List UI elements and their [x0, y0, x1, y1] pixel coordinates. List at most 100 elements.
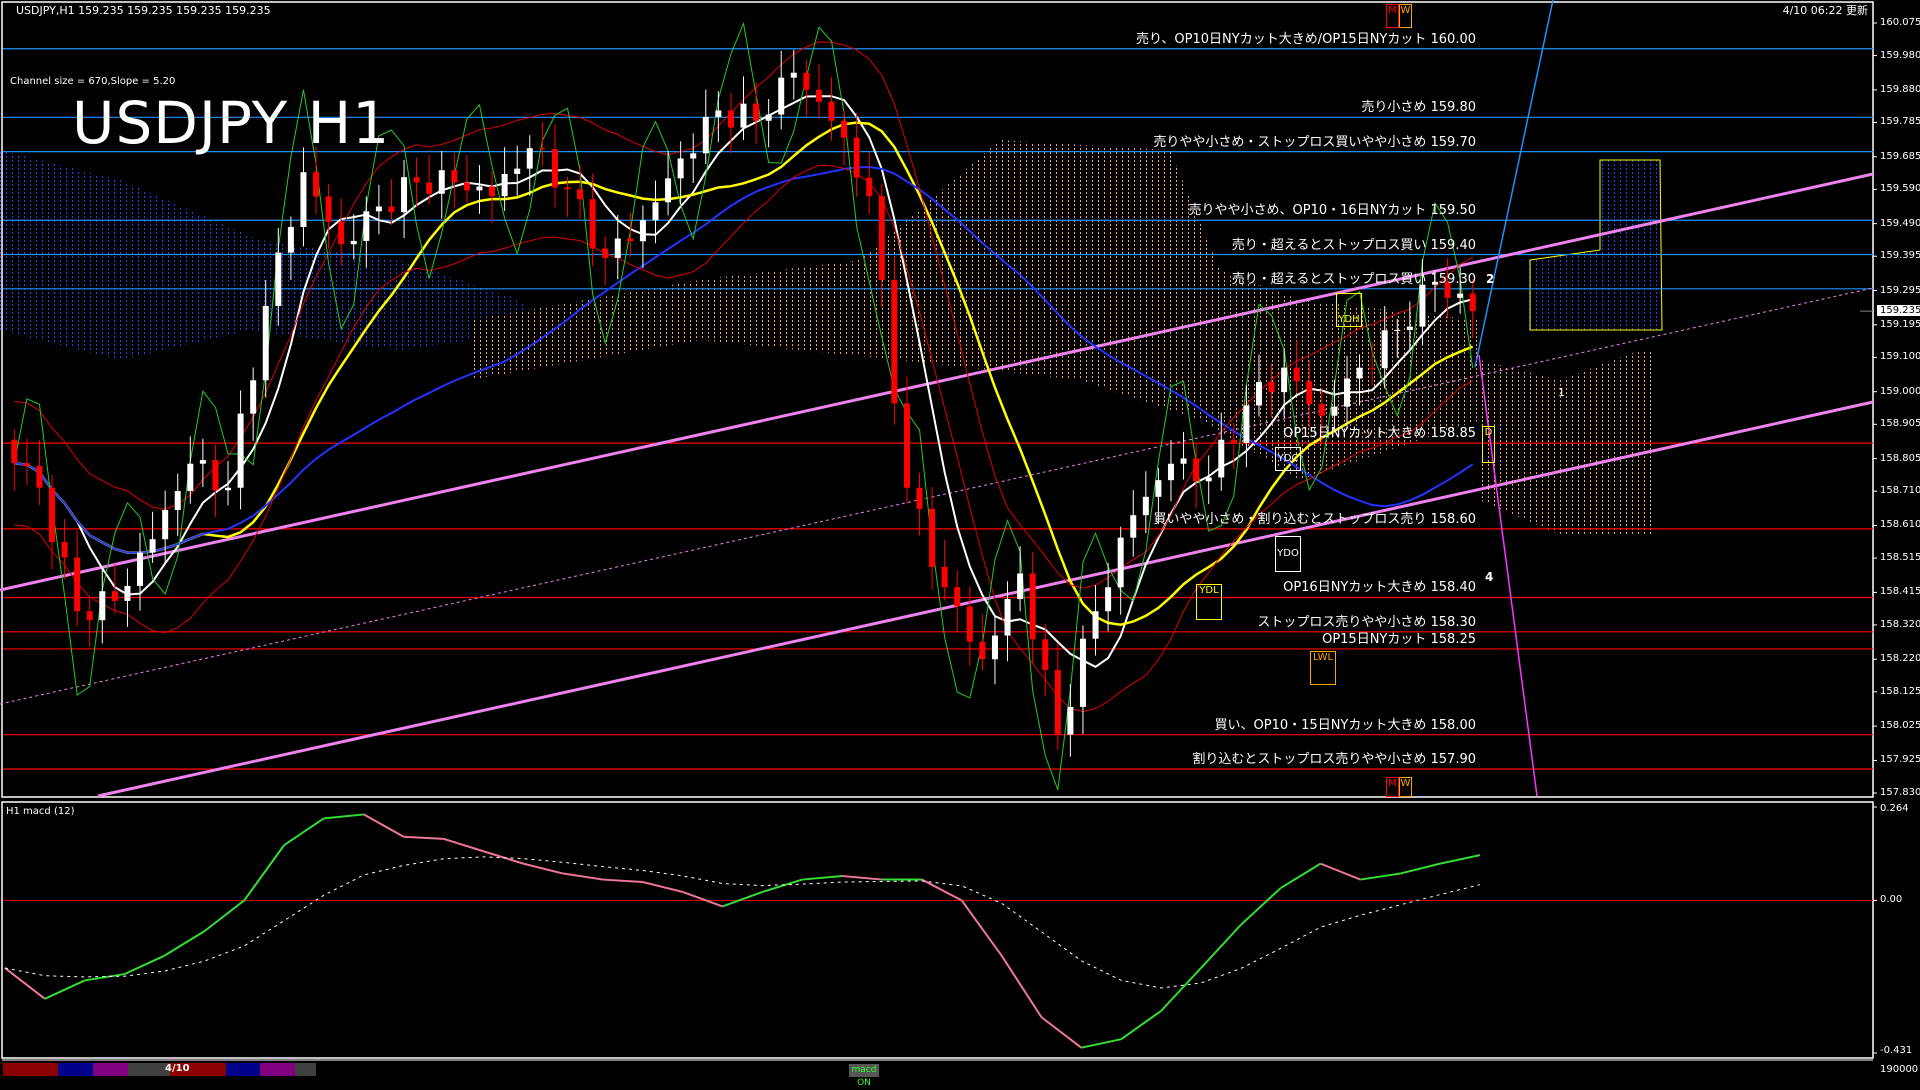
wave-label-4: 4	[1485, 570, 1494, 584]
macd-line-segment	[802, 875, 843, 881]
marker-m-top: M	[1386, 4, 1399, 28]
price-axis-tick: 159.785	[1880, 116, 1920, 128]
price-level-label: OP15日NYカット大きめ 158.85	[1283, 426, 1476, 442]
candle-body	[124, 585, 131, 601]
ichimoku-cloud-future	[1480, 350, 1653, 535]
candle-body	[715, 110, 722, 117]
price-axis-tick: 158.125	[1880, 685, 1920, 697]
status-color-segment	[3, 1063, 58, 1076]
macd-line-segment	[203, 899, 245, 933]
candle-body	[639, 220, 646, 242]
candle-body	[1054, 669, 1061, 735]
candle-body	[501, 173, 508, 197]
candle-body	[539, 148, 546, 150]
macd-title: H1 macd (12)	[6, 806, 75, 817]
macd-line-segment	[1040, 1016, 1082, 1049]
macd-line-segment	[1360, 872, 1401, 881]
bollinger-lower-line	[14, 164, 1473, 713]
candle-body	[1469, 293, 1476, 312]
candle-body	[1155, 480, 1162, 497]
candle-body	[1205, 477, 1212, 482]
price-axis-tick: 158.515	[1880, 552, 1920, 564]
price-axis-tick: 157.830	[1880, 787, 1920, 798]
price-axis-tick: 158.025	[1880, 720, 1920, 732]
candle-body	[841, 120, 848, 138]
chart-title: USDJPY H1	[72, 89, 391, 157]
candle-body	[463, 182, 470, 191]
candle-body	[614, 238, 621, 258]
candle-body	[74, 557, 81, 612]
macd-line-segment	[762, 878, 803, 893]
candle-body	[815, 89, 822, 102]
candle-body	[577, 189, 584, 200]
macd-line-segment	[960, 899, 1003, 957]
candle-body	[929, 508, 936, 567]
price-axis-tick: 158.320	[1880, 618, 1920, 630]
candle-body	[1431, 281, 1438, 285]
marker-ydl: YDL	[1196, 584, 1222, 620]
candle-body	[966, 606, 973, 642]
marker-ydh: YDH	[1336, 293, 1362, 327]
marker-m-bottom: M	[1386, 777, 1399, 797]
candle-body	[350, 240, 357, 245]
macd-line-segment	[1081, 1038, 1122, 1049]
price-level-label: 割り込むとストップロス売りやや小さめ 157.90	[1192, 751, 1476, 767]
candle-body	[866, 177, 873, 197]
ichimoku-cloud-future-blue	[1529, 159, 1663, 331]
candle-body	[426, 182, 433, 194]
candle-body	[313, 172, 320, 197]
candle-body	[753, 103, 760, 121]
price-axis-tick: 158.220	[1880, 653, 1920, 665]
candle-body	[476, 186, 483, 191]
macd-line-segment	[283, 817, 325, 847]
macd-line-segment	[1280, 862, 1322, 889]
macd-line-segment	[1320, 862, 1361, 881]
candle-body	[916, 487, 923, 509]
candle-body	[602, 248, 609, 258]
candle-body	[652, 202, 659, 221]
macd-toggle-button[interactable]: macd ON	[849, 1064, 879, 1088]
marker-ydo: YDO	[1275, 536, 1301, 572]
candle-body	[36, 465, 43, 488]
candle-body	[375, 206, 382, 212]
candle-body	[665, 178, 672, 203]
macd-line-segment	[602, 878, 643, 884]
macd-line-segment	[562, 872, 604, 881]
candle-body	[1457, 293, 1464, 298]
candle-body	[1193, 458, 1200, 482]
macd-line-segment	[1120, 1010, 1162, 1041]
candle-body	[589, 199, 596, 249]
candle-body	[1079, 638, 1086, 707]
price-axis-tick: 159.395	[1880, 250, 1920, 262]
wave-label-1: 1	[1558, 386, 1565, 399]
price-level-label: OP16日NYカット大きめ 158.40	[1283, 580, 1476, 596]
candle-body	[1381, 330, 1388, 369]
updated-timestamp: 4/10 06:22 更新	[1782, 4, 1868, 17]
price-level-label: 売り小さめ 159.80	[1361, 100, 1476, 116]
marker-d: D	[1482, 426, 1495, 463]
price-level-label: ストップロス売りやや小さめ 158.30	[1257, 614, 1476, 630]
macd-line-segment	[921, 878, 963, 902]
price-axis-tick: 159.295	[1880, 284, 1920, 296]
candle-body	[111, 591, 118, 601]
price-axis-tick: 159.685	[1880, 150, 1920, 162]
candle-body	[1281, 367, 1288, 393]
volume-label: 190000	[1880, 1064, 1919, 1075]
candle-body	[1218, 439, 1225, 478]
macd-line-segment	[323, 813, 364, 820]
price-level-label: 売り・超えるとストップロス買い 159.40	[1231, 237, 1476, 253]
macd-line-segment	[642, 881, 683, 893]
macd-line-segment	[124, 954, 165, 975]
main-panel-border	[1, 1, 1874, 798]
candle-body	[690, 153, 697, 159]
candle-body	[1029, 573, 1036, 640]
price-axis-tick: 159.100	[1880, 351, 1920, 363]
ichimoku-cloud-mid	[470, 140, 1480, 480]
candle-body	[1117, 537, 1124, 588]
price-level-label: 売りやや小さめ・ストップロス買いやや小さめ 159.70	[1153, 134, 1476, 150]
candle-body	[1268, 382, 1275, 393]
macd-panel-border	[1, 801, 1874, 1059]
status-color-segment	[295, 1063, 316, 1076]
wave-label-2: 2	[1486, 272, 1495, 286]
